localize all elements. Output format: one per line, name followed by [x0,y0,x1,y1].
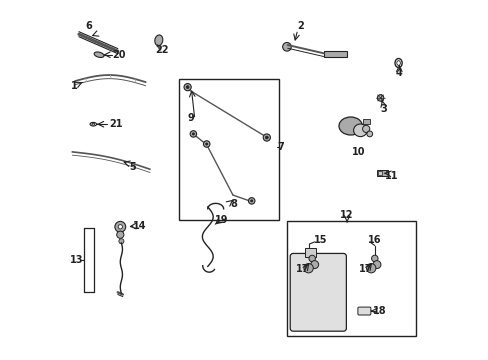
Text: 8: 8 [230,199,237,210]
Bar [286,221,415,336]
Circle shape [118,225,122,229]
Text: 18: 18 [372,306,386,316]
Circle shape [372,261,380,269]
Circle shape [115,221,125,232]
Bar [363,119,370,124]
Bar [323,51,346,57]
Ellipse shape [377,95,383,101]
Text: 12: 12 [340,210,353,220]
Circle shape [310,261,318,269]
Text: 9: 9 [187,113,194,123]
Circle shape [371,255,377,262]
Circle shape [117,231,123,238]
Circle shape [203,141,209,147]
Ellipse shape [94,52,104,58]
Text: 2: 2 [296,21,303,31]
Text: 16: 16 [367,235,381,246]
Circle shape [250,200,252,202]
Ellipse shape [155,35,163,46]
Text: 4: 4 [395,68,402,78]
Circle shape [183,84,191,91]
Text: 22: 22 [155,45,168,55]
Text: 21: 21 [109,119,122,129]
Text: 6: 6 [85,21,92,31]
Text: 20: 20 [112,50,126,60]
Text: 7: 7 [277,142,284,152]
Text: 14: 14 [133,221,146,231]
Text: 3: 3 [380,104,387,114]
Circle shape [308,255,315,262]
Circle shape [205,143,207,145]
Circle shape [119,239,123,244]
Circle shape [263,134,270,141]
Text: 17: 17 [295,264,309,274]
Text: 17: 17 [359,264,372,274]
Circle shape [282,42,291,51]
Circle shape [362,125,369,132]
FancyBboxPatch shape [357,307,370,315]
Bar [305,248,315,257]
Text: 11: 11 [384,171,397,181]
Circle shape [303,264,313,273]
Bar [378,171,381,175]
Circle shape [366,131,372,137]
Text: 15: 15 [313,235,327,246]
Circle shape [186,86,189,89]
Circle shape [192,133,194,135]
Text: 13: 13 [70,255,83,265]
Ellipse shape [353,124,366,137]
Circle shape [248,198,254,204]
Text: 1: 1 [71,81,78,91]
Ellipse shape [338,117,362,135]
Bar [376,170,387,176]
Text: 10: 10 [351,147,365,157]
Bar [179,79,279,220]
Text: 5: 5 [128,162,135,172]
Circle shape [190,131,196,137]
Circle shape [265,136,268,139]
FancyBboxPatch shape [289,253,346,331]
Text: 19: 19 [215,215,228,225]
Circle shape [366,264,375,273]
